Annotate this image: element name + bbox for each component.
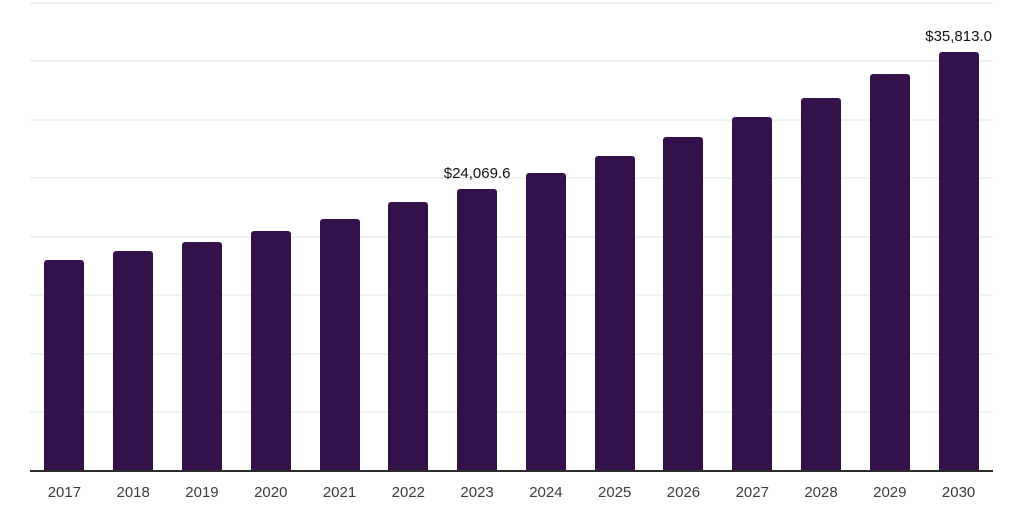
x-tick-2020: 2020 (254, 484, 288, 501)
x-tick-2027: 2027 (735, 484, 769, 501)
gridline-5000 (30, 411, 993, 414)
bar-2027 (732, 117, 773, 471)
bar-2023 (457, 189, 498, 471)
bar-2021 (319, 218, 360, 471)
data-label-2023: $24,069.6 (443, 165, 511, 183)
x-tick-2029: 2029 (873, 484, 907, 501)
x-tick-2022: 2022 (391, 484, 425, 501)
x-tick-2019: 2019 (185, 484, 219, 501)
x-tick-2021: 2021 (322, 484, 357, 501)
x-tick-2028: 2028 (804, 484, 838, 501)
bar-2025 (594, 155, 635, 471)
gridline-35000 (30, 60, 993, 63)
gridline-25000 (30, 177, 993, 180)
x-tick-2025: 2025 (597, 484, 632, 501)
x-tick-2030: 2030 (941, 484, 976, 501)
bar-2022 (388, 202, 429, 471)
bar-2028 (801, 97, 842, 471)
gridline-10000 (30, 352, 993, 355)
bar-2024 (525, 172, 566, 471)
x-tick-2024: 2024 (529, 484, 563, 501)
x-tick-2026: 2026 (666, 484, 701, 501)
bar-2029 (869, 74, 910, 471)
gridline-20000 (30, 235, 993, 238)
x-axis-line (30, 470, 993, 472)
bar-2019 (181, 242, 222, 471)
bar-2018 (113, 251, 154, 471)
gridline-40000 (30, 1, 993, 4)
x-tick-2018: 2018 (116, 484, 150, 501)
x-tick-2023: 2023 (460, 484, 494, 501)
gridline-30000 (30, 118, 993, 121)
data-label-2030: $35,813.0 (925, 27, 992, 45)
bar-2026 (663, 137, 704, 471)
bar-2030 (938, 51, 979, 471)
bar-2017 (44, 259, 85, 471)
gridline-15000 (30, 294, 993, 297)
x-tick-2017: 2017 (47, 484, 82, 501)
bar-2020 (250, 231, 291, 471)
plot-area: $24,069.6 $35,813.0 (30, 0, 993, 471)
